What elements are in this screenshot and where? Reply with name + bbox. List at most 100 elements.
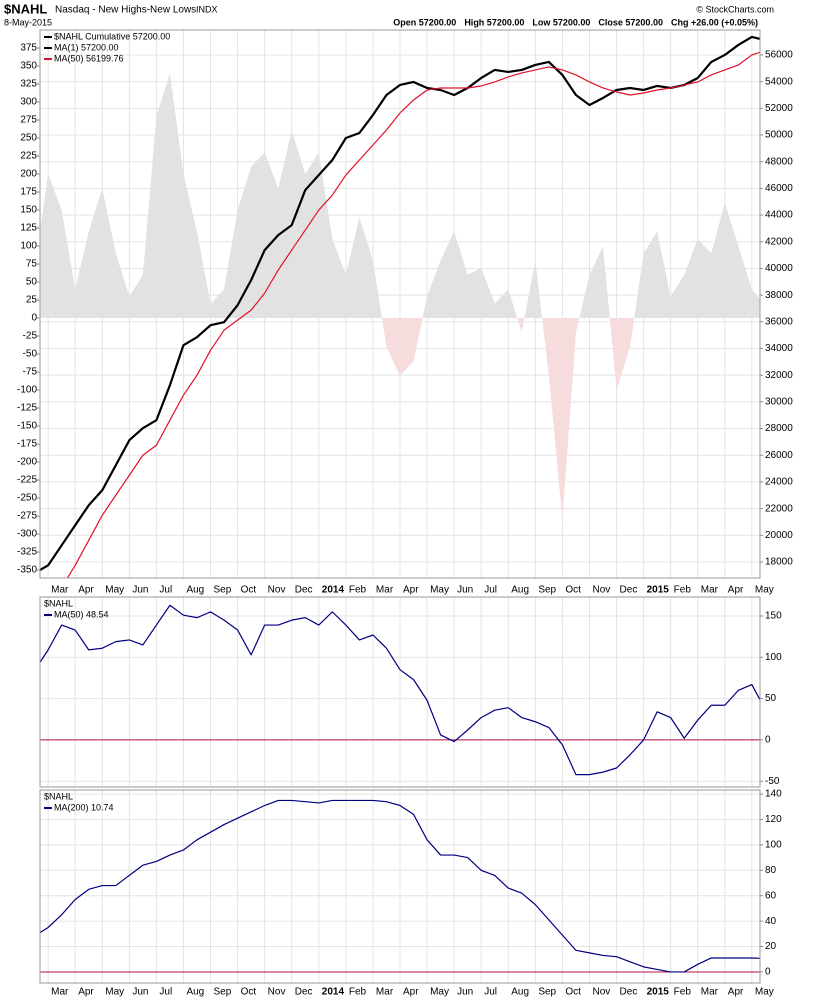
- y-tick-label: -125: [17, 403, 37, 414]
- y-tick-label: 325: [20, 79, 37, 90]
- x-tick-label: Apr: [78, 987, 94, 998]
- y-tick-label: 200: [20, 169, 37, 180]
- x-tick-label: 2015: [647, 585, 670, 596]
- panel-border: [39, 789, 761, 984]
- y-tick-label: 0: [765, 735, 771, 746]
- y-tick-label: 120: [765, 814, 782, 825]
- y-tick-label: 100: [765, 840, 782, 851]
- x-tick-label: Feb: [674, 585, 692, 596]
- x-tick-label: May: [755, 987, 774, 998]
- x-tick-label: 2015: [647, 987, 670, 998]
- y-tick-label: 0: [765, 967, 771, 978]
- y-tick-label: 26000: [765, 450, 793, 461]
- x-tick-label: Aug: [186, 987, 204, 998]
- plot: [40, 30, 760, 578]
- copyright: © StockCharts.com: [696, 4, 774, 14]
- y-tick-label: 46000: [765, 183, 793, 194]
- y-tick-label: 125: [20, 223, 37, 234]
- x-tick-label: Aug: [511, 585, 529, 596]
- x-tick-label: Oct: [565, 585, 581, 596]
- x-tick-label: 2014: [322, 987, 345, 998]
- y-tick-label: 300: [20, 97, 37, 108]
- x-tick-label: Sep: [214, 585, 232, 596]
- x-tick-label: Mar: [376, 585, 394, 596]
- x-tick-label: May: [430, 585, 449, 596]
- y-tick-label: 250: [20, 133, 37, 144]
- quote-item: Low 57200.00: [532, 17, 590, 27]
- quote-item: Open 57200.00: [393, 17, 456, 27]
- y-tick-label: 40: [765, 916, 777, 927]
- x-tick-label: Jul: [159, 585, 172, 596]
- y-tick-label: 60: [765, 890, 777, 901]
- x-tick-label: Apr: [78, 585, 94, 596]
- y-tick-label: 25: [26, 295, 38, 306]
- series-line: [40, 604, 760, 776]
- y-tick-label: 50000: [765, 130, 793, 141]
- x-tick-label: Oct: [241, 585, 257, 596]
- y-tick-label: 0: [31, 313, 37, 324]
- y-tick-label: 100: [765, 652, 782, 663]
- panel-border: [39, 29, 761, 579]
- y-tick-label: 50: [26, 277, 38, 288]
- y-tick-label: 75: [26, 259, 38, 270]
- series-line: [40, 35, 760, 571]
- y-tick-label: 34000: [765, 343, 793, 354]
- y-tick-label: 42000: [765, 236, 793, 247]
- y-tick-label: 80: [765, 865, 777, 876]
- y-tick-label: 150: [20, 205, 37, 216]
- x-tick-label: Aug: [511, 987, 529, 998]
- x-tick-label: Jun: [457, 585, 473, 596]
- y-tick-label: 48000: [765, 156, 793, 167]
- y-tick-label: 40000: [765, 263, 793, 274]
- x-tick-label: Nov: [592, 987, 610, 998]
- x-tick-label: Mar: [701, 987, 719, 998]
- y-tick-label: -275: [17, 511, 37, 522]
- x-tick-label: Sep: [538, 585, 556, 596]
- x-tick-label: Aug: [186, 585, 204, 596]
- legend-label: $NAHL Cumulative 57200.00: [54, 31, 170, 41]
- y-tick-label: 28000: [765, 423, 793, 434]
- x-tick-label: Mar: [51, 987, 69, 998]
- y-tick-label: 225: [20, 151, 37, 162]
- y-tick-label: 350: [20, 61, 37, 72]
- x-tick-label: Jun: [457, 987, 473, 998]
- date: 8-May-2015: [4, 17, 52, 27]
- legend-label: MA(50) 48.54: [54, 609, 109, 619]
- x-tick-label: Feb: [674, 987, 692, 998]
- y-tick-label: 18000: [765, 557, 793, 568]
- x-tick-label: Dec: [295, 585, 313, 596]
- x-tick-label: Dec: [620, 987, 638, 998]
- y-tick-label: -350: [17, 565, 37, 576]
- y-tick-label: 38000: [765, 290, 793, 301]
- quote-item: Chg +26.00 (+0.05%): [671, 17, 758, 27]
- y-tick-label: -250: [17, 493, 37, 504]
- y-tick-label: -225: [17, 475, 37, 486]
- quote-item: High 57200.00: [464, 17, 524, 27]
- x-tick-label: Oct: [241, 987, 257, 998]
- y-tick-label: 32000: [765, 370, 793, 381]
- y-tick-label: 150: [765, 611, 782, 622]
- x-tick-label: May: [105, 585, 124, 596]
- x-tick-label: Apr: [728, 585, 744, 596]
- x-tick-label: Mar: [51, 585, 69, 596]
- x-tick-label: Jul: [484, 585, 497, 596]
- panel-border: [39, 596, 761, 788]
- histogram-area: [40, 73, 760, 520]
- x-tick-label: Jun: [132, 987, 148, 998]
- y-tick-label: 50: [765, 693, 777, 704]
- y-tick-label: 175: [20, 187, 37, 198]
- y-tick-label: 54000: [765, 76, 793, 87]
- exchange: INDX: [196, 4, 218, 14]
- x-tick-label: Mar: [376, 987, 394, 998]
- panel-title: $NAHL: [44, 791, 73, 801]
- x-tick-label: Dec: [295, 987, 313, 998]
- legend-label: MA(200) 10.74: [54, 802, 114, 812]
- y-tick-label: -175: [17, 439, 37, 450]
- plot: [40, 790, 760, 983]
- y-tick-label: -200: [17, 457, 37, 468]
- x-tick-label: Sep: [538, 987, 556, 998]
- y-tick-label: 375: [20, 43, 37, 54]
- y-tick-label: -100: [17, 385, 37, 396]
- y-tick-label: -50: [23, 349, 38, 360]
- y-tick-label: -75: [23, 367, 38, 378]
